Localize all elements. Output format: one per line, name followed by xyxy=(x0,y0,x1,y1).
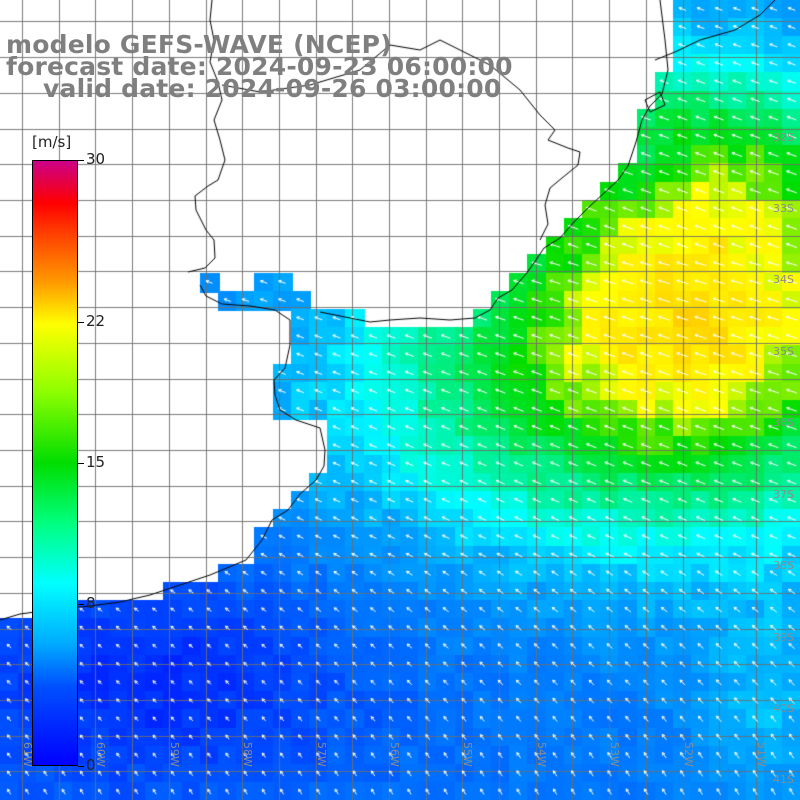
longitude-label: 54W xyxy=(534,742,548,767)
colorbar-tick-label: 15 xyxy=(86,453,106,471)
longitude-label: 58W xyxy=(241,742,255,767)
title-forecast-date: forecast date: 2024-09-23 06:00:00 xyxy=(6,52,513,81)
latitude-label: 32S xyxy=(773,130,794,144)
colorbar xyxy=(32,160,78,766)
title-valid-date: valid date: 2024-09-26 03:00:00 xyxy=(43,74,502,103)
longitude-label: 55W xyxy=(461,742,475,767)
colorbar-tick-label: 0 xyxy=(86,756,96,774)
longitude-label: 60W xyxy=(94,742,108,767)
colorbar-tick-mark xyxy=(78,766,84,767)
colorbar-tick-mark xyxy=(78,321,84,323)
colorbar-tick-label: 8 xyxy=(86,594,96,613)
colorbar-tick-label: 22 xyxy=(86,311,106,330)
title-model: modelo GEFS-WAVE (NCEP) xyxy=(6,30,392,59)
longitude-label: 51W xyxy=(754,742,768,767)
latitude-label: 33S xyxy=(773,202,794,215)
latitude-label: 41S xyxy=(773,773,794,787)
colorbar-tick-mark xyxy=(78,160,84,161)
latitude-label: 39S xyxy=(773,630,794,644)
latitude-label: 40S xyxy=(773,702,794,715)
longitude-label: 61W xyxy=(21,742,35,767)
latitude-label: 36S xyxy=(773,416,794,430)
longitude-label: 53W xyxy=(608,742,622,767)
colorbar-unit: [m/s] xyxy=(32,133,72,151)
colorbar-tick-mark xyxy=(78,604,84,606)
latitude-label: 38S xyxy=(773,559,794,573)
colorbar-tick-label: 30 xyxy=(86,150,106,168)
longitude-label: 56W xyxy=(387,742,401,767)
latitude-label: 37S xyxy=(773,487,794,501)
latitude-label: 34S xyxy=(773,273,794,287)
colorbar-tick-mark xyxy=(78,463,84,464)
longitude-label: 57W xyxy=(314,742,328,767)
longitude-label: 59W xyxy=(167,742,181,767)
latitude-label: 35S xyxy=(773,344,794,358)
longitude-label: 52W xyxy=(681,742,695,767)
